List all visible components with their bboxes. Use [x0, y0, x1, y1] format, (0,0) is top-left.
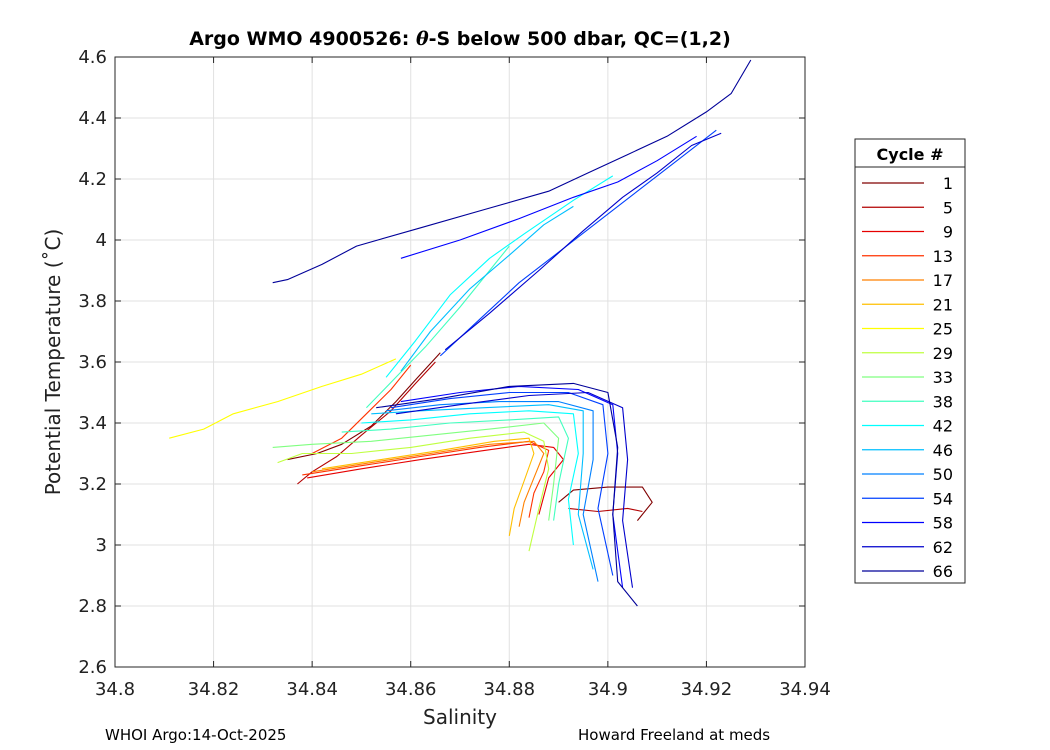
series-line-cycle-58 [400, 135, 697, 259]
series-layer [169, 59, 752, 607]
legend-label-13: 13 [933, 247, 953, 266]
series-line-cycle-17 [312, 440, 545, 527]
series-line-cycle-50 [386, 401, 599, 582]
series-line-cycle-66 [376, 382, 638, 607]
legend-label-58: 58 [933, 514, 953, 533]
series-line-cycle-62 [444, 132, 722, 351]
footer-source: WHOI Argo:14-Oct-2025 [105, 726, 287, 744]
x-tick-label: 34.86 [385, 679, 437, 700]
legend-label-42: 42 [933, 417, 953, 436]
series-line-cycle-46 [400, 205, 574, 372]
series-line-cycle-62 [395, 391, 634, 588]
legend-label-29: 29 [933, 344, 953, 363]
legend-label-38: 38 [933, 392, 953, 411]
series-line-cycle-46 [371, 404, 594, 570]
y-tick-label: 3.2 [78, 474, 107, 495]
y-tick-label: 4.6 [78, 47, 107, 68]
legend-label-17: 17 [933, 271, 953, 290]
legend-label-46: 46 [933, 441, 953, 460]
series-line-cycle-38 [366, 245, 510, 409]
y-tick-label: 3.4 [78, 413, 107, 434]
legend-label-62: 62 [933, 538, 953, 557]
title-part-1: Argo WMO 4900526: [189, 28, 416, 50]
legend-label-5: 5 [943, 198, 953, 217]
legend-label-1: 1 [943, 174, 953, 193]
legend-label-50: 50 [933, 465, 953, 484]
series-line-cycle-25 [169, 358, 397, 439]
y-tick-label: 3 [96, 535, 107, 556]
x-axis-label: Salinity [423, 705, 497, 729]
legend-box [854, 138, 966, 584]
legend-label-9: 9 [943, 223, 953, 242]
series-line-cycle-66 [272, 59, 752, 284]
legend-label-25: 25 [933, 320, 953, 339]
title-part-2: -S below 500 dbar, QC=(1,2) [429, 28, 731, 50]
x-tick-label: 34.88 [484, 679, 536, 700]
y-tick-label: 3.8 [78, 291, 107, 312]
legend-label-54: 54 [933, 489, 953, 508]
series-line-cycle-9 [307, 443, 565, 515]
legend-entries: 1 5 9 13 17 21 25 29 33 38 42 46 50 54 58 62 66 [862, 174, 953, 581]
y-axis-label: Potential Temperature (˚C) [41, 229, 65, 496]
x-tick-label: 34.84 [286, 679, 338, 700]
series-line-cycle-38 [341, 416, 569, 521]
legend: Cycle # 1 5 9 13 17 21 25 29 33 38 42 46 50 54 58 62 66 [854, 138, 966, 584]
x-tick-label: 34.9 [588, 679, 628, 700]
title-theta: θ [416, 28, 429, 50]
legend-label-21: 21 [933, 295, 953, 314]
ticks: 34.8 34.82 34.84 34.86 34.88 34.9 34.92 34.94 2.… [78, 47, 830, 700]
chart-title: Argo WMO 4900526: θ-S below 500 dbar, QC… [189, 28, 731, 50]
footer-author: Howard Freeland at meds [578, 726, 771, 744]
series-line-cycle-54 [390, 391, 614, 576]
series-line-cycle-54 [439, 129, 717, 357]
x-tick-label: 34.92 [681, 679, 733, 700]
legend-label-66: 66 [933, 562, 953, 581]
y-tick-label: 4.4 [78, 108, 107, 129]
x-tick-label: 34.8 [95, 679, 135, 700]
series-line-cycle-42 [361, 410, 579, 546]
y-tick-label: 4.2 [78, 169, 107, 190]
y-tick-label: 2.6 [78, 657, 107, 678]
y-tick-label: 3.6 [78, 352, 107, 373]
series-line-cycle-33 [272, 422, 560, 521]
legend-label-33: 33 [933, 368, 953, 387]
series-line-cycle-29 [277, 431, 550, 552]
y-tick-label: 2.8 [78, 596, 107, 617]
y-tick-label: 4 [96, 230, 107, 251]
series-line-cycle-42 [385, 175, 614, 378]
x-tick-label: 34.94 [779, 679, 831, 700]
x-tick-label: 34.82 [188, 679, 240, 700]
legend-title: Cycle # [877, 145, 944, 164]
series-line-cycle-21 [321, 437, 535, 536]
